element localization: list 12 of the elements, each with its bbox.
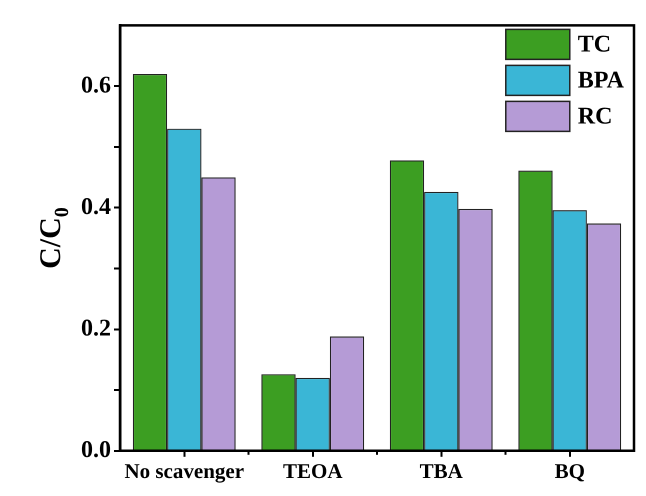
legend-label: TC xyxy=(578,32,612,58)
y-tick-label: 0.0 xyxy=(81,437,111,464)
x-tick-label: BQ xyxy=(554,458,585,483)
legend-label: RC xyxy=(578,104,612,130)
y-tick-label: 0.4 xyxy=(81,194,111,220)
legend-label: BPA xyxy=(578,68,625,94)
y-tick-label: 0.6 xyxy=(81,72,111,98)
x-tick-label: No scavenger xyxy=(124,458,244,483)
x-tick-label: TBA xyxy=(420,458,464,483)
y-axis-title: C/C0 xyxy=(34,207,73,269)
x-tick-label: TEOA xyxy=(282,458,344,483)
y-tick-label: 0.2 xyxy=(81,315,111,342)
